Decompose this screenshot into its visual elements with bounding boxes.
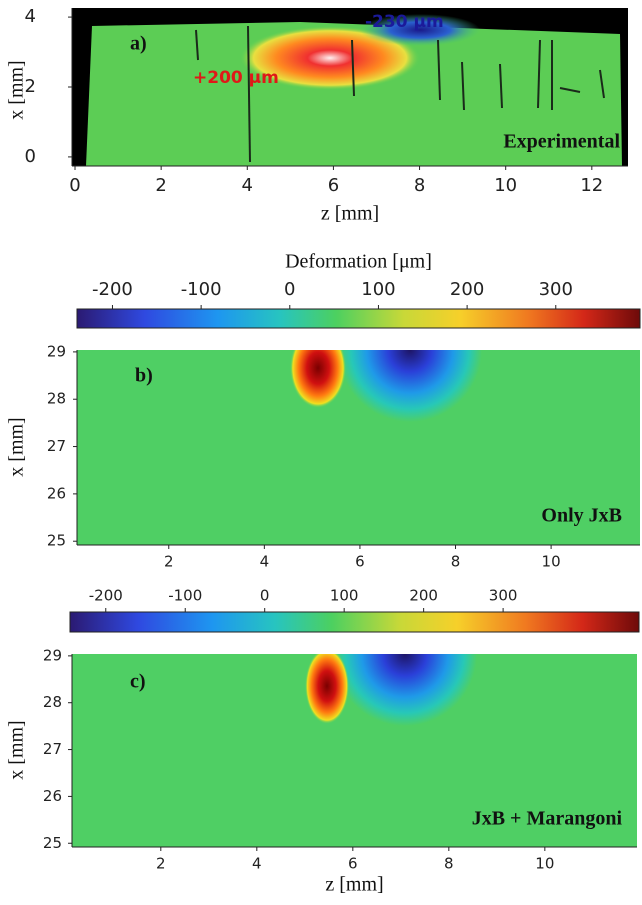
colorbar bbox=[70, 612, 639, 632]
y-tick-label: 28 bbox=[43, 693, 62, 711]
panel-annotation: Only JxB bbox=[541, 505, 622, 527]
colorbar-tick-label: 100 bbox=[330, 587, 359, 605]
panel-label: c) bbox=[130, 671, 146, 693]
y-tick-label: 27 bbox=[47, 437, 66, 455]
y-tick-label: 26 bbox=[47, 484, 66, 502]
x-tick-label: 2 bbox=[156, 855, 166, 873]
x-tick-label: 4 bbox=[260, 553, 270, 571]
colorbar-tick-label: -100 bbox=[181, 279, 222, 300]
colorbar bbox=[77, 309, 640, 328]
colorbar-tick-label: -200 bbox=[92, 279, 133, 300]
x-tick-label: 10 bbox=[535, 855, 554, 873]
x-tick-label: 6 bbox=[355, 553, 365, 571]
x-tick-label: 2 bbox=[155, 175, 166, 196]
panel-annotation: JxB + Marangoni bbox=[472, 808, 623, 830]
x-tick-label: 4 bbox=[252, 855, 262, 873]
y-tick-label: 27 bbox=[43, 740, 62, 758]
y-tick-label: 25 bbox=[47, 532, 66, 550]
colorbar-tick-label: 200 bbox=[450, 279, 484, 300]
y-tick-label: 25 bbox=[43, 834, 62, 852]
y-tick-label: 29 bbox=[43, 646, 62, 664]
x-tick-label: 0 bbox=[69, 175, 80, 196]
x-tick-label: 6 bbox=[348, 855, 358, 873]
colorbar-tick-label: 300 bbox=[539, 279, 573, 300]
x-tick-label: 6 bbox=[328, 175, 339, 196]
colorbar-tick-label: 100 bbox=[361, 279, 395, 300]
y-tick-label: 4 bbox=[25, 6, 36, 27]
colorbar-tick-label: -100 bbox=[168, 587, 202, 605]
x-tick-label: 8 bbox=[414, 175, 425, 196]
x-axis-title: z [mm] bbox=[325, 874, 383, 896]
colorbar-tick-label: 200 bbox=[409, 587, 438, 605]
y-tick-label: 26 bbox=[43, 787, 62, 805]
colorbar-tick-label: -200 bbox=[89, 587, 123, 605]
y-axis-title: x [mm] bbox=[6, 417, 28, 476]
figure: 0 2 4 6 8 10 12 0 2 4 z [mm] x [mm] a) Experimental -2… bbox=[0, 0, 642, 905]
y-axis-title: x [mm] bbox=[6, 60, 28, 119]
x-tick-label: 12 bbox=[580, 175, 603, 196]
colorbar-tick-label: 0 bbox=[284, 279, 295, 300]
panel-label: a) bbox=[130, 33, 147, 55]
colorbar-tick-label: 0 bbox=[260, 587, 270, 605]
x-tick-label: 10 bbox=[542, 553, 561, 571]
x-tick-label: 8 bbox=[451, 553, 461, 571]
x-tick-label: 4 bbox=[242, 175, 253, 196]
colorbar-title: Deformation [μm] bbox=[285, 251, 432, 273]
panel-annotation: Experimental bbox=[503, 131, 620, 153]
colorbar-tick-label: 300 bbox=[489, 587, 518, 605]
y-tick-label: 28 bbox=[47, 390, 66, 408]
x-axis-title: z [mm] bbox=[321, 203, 379, 225]
panel-label: b) bbox=[135, 365, 153, 387]
x-tick-label: 2 bbox=[164, 553, 174, 571]
y-tick-label: 29 bbox=[47, 342, 66, 360]
callout: +200 μm bbox=[193, 68, 279, 88]
callout: -230 μm bbox=[365, 12, 444, 32]
x-tick-label: 10 bbox=[494, 175, 517, 196]
y-axis-title: x [mm] bbox=[6, 720, 28, 779]
x-tick-label: 8 bbox=[444, 855, 454, 873]
y-tick-label: 0 bbox=[25, 146, 36, 167]
